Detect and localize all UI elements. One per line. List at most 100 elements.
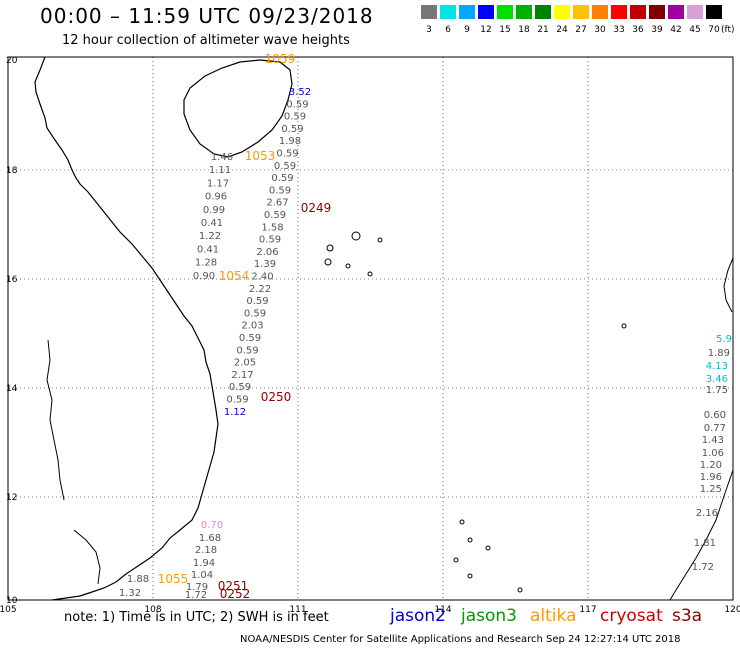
- legend-label: 27: [575, 25, 587, 35]
- coastline-vietnam: [34, 56, 219, 601]
- swh-value: 1.58: [261, 222, 283, 233]
- swh-value: 1.79: [186, 582, 208, 593]
- coastline-hainan: [183, 59, 293, 158]
- swh-value: 2.40: [251, 272, 273, 283]
- legend-swatch: [478, 5, 494, 19]
- legend-swatch: [554, 5, 570, 19]
- swh-value: 0.41: [201, 218, 223, 229]
- lat-label: 18: [6, 166, 18, 176]
- legend-swatch: [611, 5, 627, 19]
- swh-value: 2.16: [696, 508, 718, 519]
- swh-value: 1.39: [254, 259, 276, 270]
- lon-label: 105: [0, 605, 17, 615]
- swh-value: 2.05: [234, 358, 256, 369]
- legend-label: 9: [464, 25, 470, 35]
- legend-label: 18: [518, 25, 530, 35]
- graticule: [8, 57, 733, 600]
- legend-label: 30: [594, 25, 606, 35]
- swh-value: 1.88: [127, 574, 149, 585]
- lat-label: 12: [6, 493, 17, 503]
- swh-value: 1.96: [700, 472, 722, 483]
- swh-value: 0.59: [229, 382, 251, 393]
- legend-label: 24: [556, 25, 568, 35]
- swh-value: 0.77: [704, 423, 726, 434]
- lon-label: 108: [144, 605, 161, 615]
- swh-value: 0.59: [286, 99, 308, 110]
- swh-value: 0.59: [246, 296, 268, 307]
- swh-value: 5.9: [716, 334, 732, 345]
- swh-value: 0.59: [264, 210, 286, 221]
- lon-label: 120: [724, 605, 740, 615]
- legend-swatch: [687, 5, 703, 19]
- swh-value: 0.59: [274, 161, 296, 172]
- map-frame: [7, 56, 734, 601]
- legend-swatch: [440, 5, 456, 19]
- legend-swatch: [497, 5, 513, 19]
- legend-label: 21: [537, 25, 549, 35]
- swh-value: 1.72: [692, 562, 714, 573]
- pass-label: 0250: [261, 390, 292, 404]
- swh-value: 0.59: [284, 112, 306, 123]
- swh-value: 0.41: [197, 244, 219, 255]
- swh-value: 3.46: [706, 374, 728, 385]
- legend-label: 15: [499, 25, 511, 35]
- swh-value: 1.75: [706, 385, 728, 396]
- legend-swatch: [630, 5, 646, 19]
- footer-note: note: 1) Time is in UTC; 2) SWH is in fe…: [64, 610, 329, 625]
- lon-label: 117: [579, 605, 596, 615]
- swh-value: 0.90: [193, 271, 215, 282]
- legend-swatch: [592, 5, 608, 19]
- coastline-palawan: [669, 469, 734, 601]
- legend-swatch: [573, 5, 589, 19]
- paracel-islands: [324, 231, 627, 329]
- map-title: 00:00 – 11:59 UTC 09/23/2018: [40, 4, 374, 28]
- legend-unit: (ft): [721, 25, 735, 35]
- pass-label: 1055: [158, 572, 189, 586]
- swh-value: 0.70: [201, 520, 223, 531]
- swh-value: 1.81: [694, 538, 716, 549]
- swh-value: 1.20: [700, 460, 722, 471]
- swh-value: 0.59: [244, 308, 266, 319]
- swh-value: 0.99: [203, 205, 225, 216]
- swh-value: 2.17: [231, 370, 253, 381]
- swh-value: 2.22: [249, 284, 271, 295]
- legend-swatch: [668, 5, 684, 19]
- legend-label: 3: [426, 25, 432, 35]
- swh-value: 0.59: [281, 124, 303, 135]
- swh-value: 0.60: [704, 410, 726, 421]
- swh-value: 2.03: [241, 321, 263, 332]
- legend-swatch: [516, 5, 532, 19]
- spratly-islands: [453, 519, 523, 593]
- lon-label: 111: [289, 605, 306, 615]
- pass-label: 1054: [219, 269, 250, 283]
- swh-value: 1.12: [224, 407, 246, 418]
- swh-value: 3.52: [289, 87, 311, 98]
- swh-value: 4.13: [706, 361, 728, 372]
- legend-label: 36: [632, 25, 644, 35]
- legend-swatch: [649, 5, 665, 19]
- satellite-altika: altika: [530, 606, 577, 626]
- lat-label: 14: [6, 384, 18, 394]
- legend-label: 42: [670, 25, 682, 35]
- swh-value: 0.59: [269, 185, 291, 196]
- swh-value: 0.96: [205, 192, 227, 203]
- satellite-jason2: jason2: [390, 606, 446, 626]
- pass-label: 1053: [245, 149, 276, 163]
- credit-line: NOAA/NESDIS Center for Satellite Applica…: [240, 634, 681, 645]
- map-subtitle: 12 hour collection of altimeter wave hei…: [62, 33, 350, 48]
- pass-label: 1059: [265, 52, 296, 66]
- swh-value: 1.32: [119, 588, 141, 599]
- swh-value: 1.89: [708, 348, 730, 359]
- legend-label: 39: [651, 25, 663, 35]
- pass-label: 0252: [220, 587, 251, 601]
- swh-value: 0.59: [271, 173, 293, 184]
- lat-label: 10: [6, 596, 18, 606]
- swh-value: 1.11: [209, 165, 231, 176]
- satellite-s3a: s3a: [672, 606, 703, 626]
- swh-value: 2.18: [195, 545, 217, 556]
- swh-value: 1.22: [199, 231, 221, 242]
- swh-value: 0.59: [239, 333, 261, 344]
- legend-swatch: [421, 5, 437, 19]
- legend-label: 33: [613, 25, 625, 35]
